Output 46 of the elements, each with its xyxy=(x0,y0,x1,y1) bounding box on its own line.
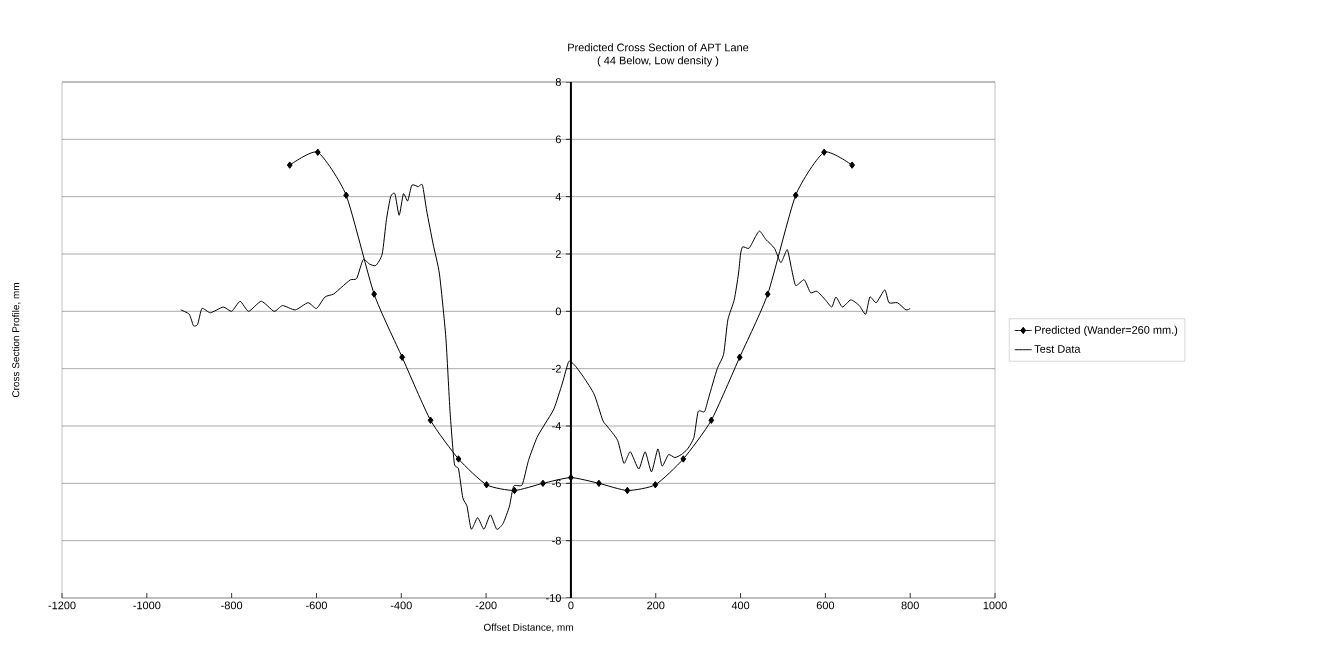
y-tick-label: -6 xyxy=(552,479,561,488)
chart-subtitle: ( 44 Below, Low density ) xyxy=(597,56,719,67)
point xyxy=(343,191,350,199)
point xyxy=(455,455,462,463)
point xyxy=(511,486,518,495)
x-tick-label: -1000 xyxy=(133,601,161,610)
point xyxy=(821,148,827,156)
x-tick-label: 600 xyxy=(816,601,835,610)
y-tick-label: -2 xyxy=(552,364,561,373)
legend-label: Predicted (Wander=260 mm.) xyxy=(1035,325,1178,336)
x-tick-label: 400 xyxy=(731,601,750,610)
point xyxy=(427,416,434,424)
point xyxy=(624,486,631,495)
point xyxy=(792,191,799,199)
x-tick-label: -400 xyxy=(390,601,412,610)
point xyxy=(736,353,743,361)
point xyxy=(371,290,378,298)
point xyxy=(708,416,715,424)
y-tick-label: 8 xyxy=(555,78,561,86)
point xyxy=(764,290,771,298)
x-tick-label: -1200 xyxy=(48,601,76,610)
x-tick-label: -200 xyxy=(475,601,497,610)
x-axis-title: Offset Distance, mm xyxy=(483,623,573,633)
y-tick-label: 4 xyxy=(555,192,562,201)
x-tick-label: 200 xyxy=(647,601,665,610)
point xyxy=(849,161,855,169)
chart-title: Predicted Cross Section of APT Lane xyxy=(568,43,749,52)
x-tick-label: 800 xyxy=(901,601,919,610)
legend-label: Test Data xyxy=(1034,345,1081,353)
x-tick-label: -600 xyxy=(305,601,327,610)
y-tick-label: 6 xyxy=(555,135,561,144)
point xyxy=(680,455,687,463)
point xyxy=(652,481,659,489)
x-tick-label: 1000 xyxy=(983,601,1007,610)
point xyxy=(483,481,490,489)
point xyxy=(399,353,406,361)
x-tick-label: -800 xyxy=(221,601,243,610)
point xyxy=(314,148,321,156)
y-tick-label: -4 xyxy=(552,422,562,430)
y-tick-label: -10 xyxy=(546,594,561,602)
x-tick-label: 0 xyxy=(568,601,574,610)
y-tick-label: 2 xyxy=(555,250,561,258)
y-tick-label: 0 xyxy=(555,307,561,316)
point xyxy=(286,161,293,169)
y-axis-title: Cross Section Profile, mm xyxy=(11,283,21,398)
y-tick-label: -8 xyxy=(552,536,561,545)
